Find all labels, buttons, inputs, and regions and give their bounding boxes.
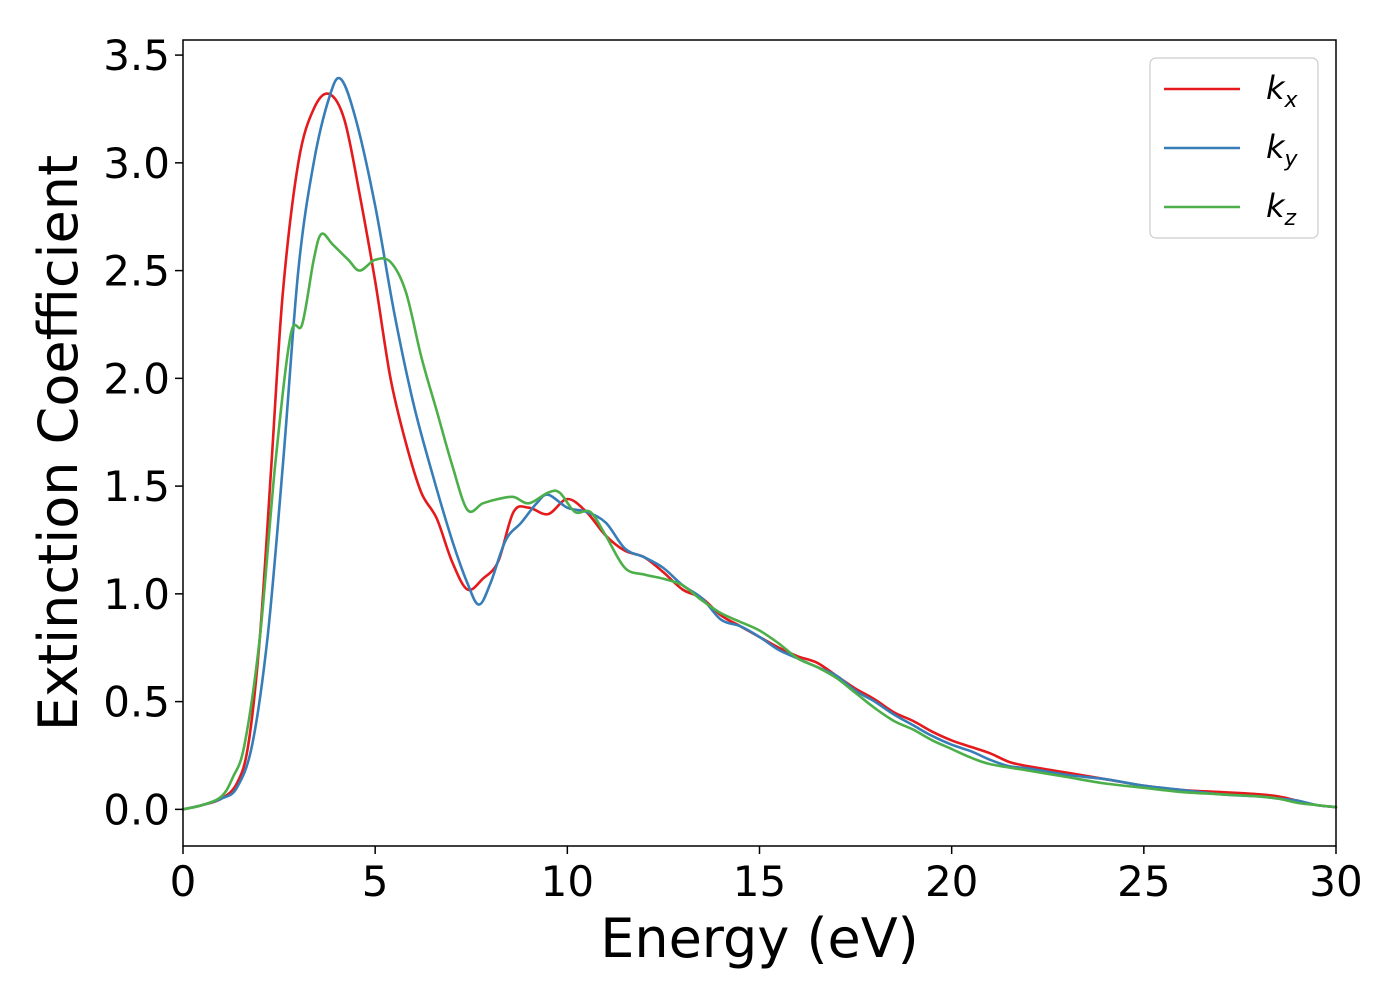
y-tick-label: 0.5	[103, 678, 170, 727]
y-axis: 0.0 0.5 1.0 1.5 2.0 2.5 3.0 3.5	[103, 31, 183, 834]
plot-area	[183, 40, 1336, 846]
x-tick-label: 25	[1117, 857, 1170, 906]
x-tick-label: 30	[1309, 857, 1362, 906]
series-line-kz	[181, 232, 1338, 811]
y-tick-label: 2.5	[103, 247, 170, 296]
x-tick-label: 5	[362, 857, 389, 906]
y-tick-label: 2.0	[103, 354, 170, 403]
x-tick-label: 15	[733, 857, 786, 906]
x-axis-title: Energy (eV)	[600, 907, 919, 970]
legend-label-ky: ky	[1266, 128, 1299, 172]
y-tick-label: 1.0	[103, 570, 170, 619]
x-axis: 0 5 10 15 20 25 30	[170, 846, 1363, 906]
series-line-ky	[181, 76, 1338, 811]
y-tick-label: 3.0	[103, 139, 170, 188]
y-axis-title: Extinction Coefficient	[27, 155, 90, 731]
x-tick-label: 20	[925, 857, 978, 906]
y-tick-label: 0.0	[103, 785, 170, 834]
y-tick-label: 3.5	[103, 31, 170, 80]
x-tick-label: 10	[541, 857, 594, 906]
x-tick-label: 0	[170, 857, 197, 906]
y-tick-label: 1.5	[103, 462, 170, 511]
series-layer	[181, 76, 1338, 811]
